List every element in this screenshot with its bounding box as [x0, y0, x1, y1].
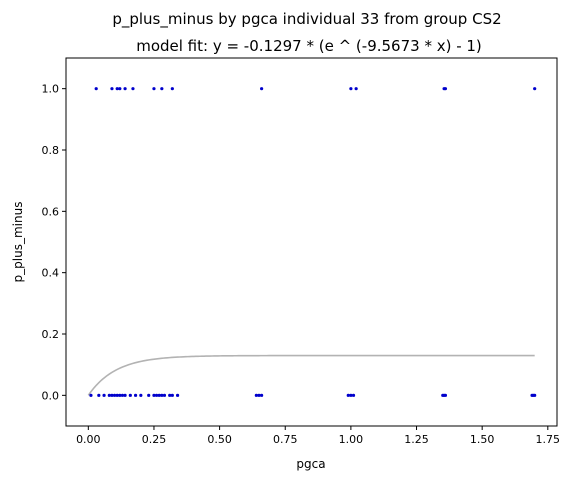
x-tick-label: 1.25 — [404, 433, 429, 446]
data-point — [152, 393, 156, 397]
y-tick-label: 0.0 — [42, 389, 60, 402]
data-point — [168, 393, 172, 397]
y-tick-label: 0.4 — [42, 267, 60, 280]
x-tick-label: 0.00 — [76, 433, 101, 446]
data-point — [349, 393, 353, 397]
chart-title: p_plus_minus by pgca individual 33 from … — [112, 10, 501, 29]
data-point — [354, 87, 358, 91]
data-point — [175, 393, 180, 397]
data-point — [123, 393, 127, 397]
data-point — [115, 87, 119, 91]
data-point — [89, 393, 93, 397]
data-point — [443, 393, 448, 397]
data-point — [118, 393, 122, 397]
x-tick-label: 0.75 — [273, 433, 298, 446]
data-point — [128, 393, 132, 397]
data-point — [533, 87, 537, 91]
data-point — [97, 393, 101, 397]
data-point — [170, 87, 174, 91]
data-point — [152, 87, 156, 91]
data-point — [254, 393, 258, 397]
data-point — [102, 393, 106, 397]
data-point — [107, 393, 111, 397]
data-point — [139, 393, 143, 397]
data-point — [160, 393, 164, 397]
data-point — [533, 393, 537, 397]
y-tick-label: 0.6 — [42, 205, 60, 218]
data-point — [260, 87, 264, 91]
x-axis-label: pgca — [296, 457, 325, 471]
y-tick-label: 1.0 — [42, 83, 60, 96]
data-point — [112, 393, 117, 397]
y-axis-label: p_plus_minus — [11, 202, 25, 283]
y-tick-label: 0.8 — [42, 144, 60, 157]
data-point — [160, 87, 164, 91]
y-tick-label: 0.2 — [42, 328, 60, 341]
x-tick-label: 0.50 — [207, 433, 232, 446]
fit-curve — [87, 354, 535, 396]
data-point — [118, 87, 122, 91]
x-tick-label: 0.25 — [142, 433, 167, 446]
data-point — [443, 87, 448, 91]
x-tick-label: 1.75 — [536, 433, 561, 446]
data-point — [346, 393, 350, 397]
data-point — [162, 393, 167, 397]
data-point — [154, 393, 159, 397]
data-point — [170, 393, 174, 397]
axes-frame — [65, 57, 558, 427]
data-point — [157, 393, 161, 397]
data-point — [147, 393, 151, 397]
data-point — [110, 87, 114, 91]
data-point — [120, 393, 125, 397]
data-point — [351, 393, 356, 397]
data-point — [257, 393, 261, 397]
x-tick-label: 1.50 — [470, 433, 495, 446]
data-point — [133, 393, 138, 397]
data-point — [123, 87, 127, 91]
data-point — [115, 393, 119, 397]
data-point — [349, 87, 353, 91]
data-point — [110, 393, 114, 397]
data-point — [94, 87, 98, 91]
data-point — [131, 87, 135, 91]
chart-subtitle: model fit: y = -0.1297 * (e ^ (-9.5673 *… — [136, 37, 482, 55]
x-tick-label: 1.00 — [339, 433, 364, 446]
plot-area — [87, 87, 537, 397]
data-point — [260, 393, 264, 397]
